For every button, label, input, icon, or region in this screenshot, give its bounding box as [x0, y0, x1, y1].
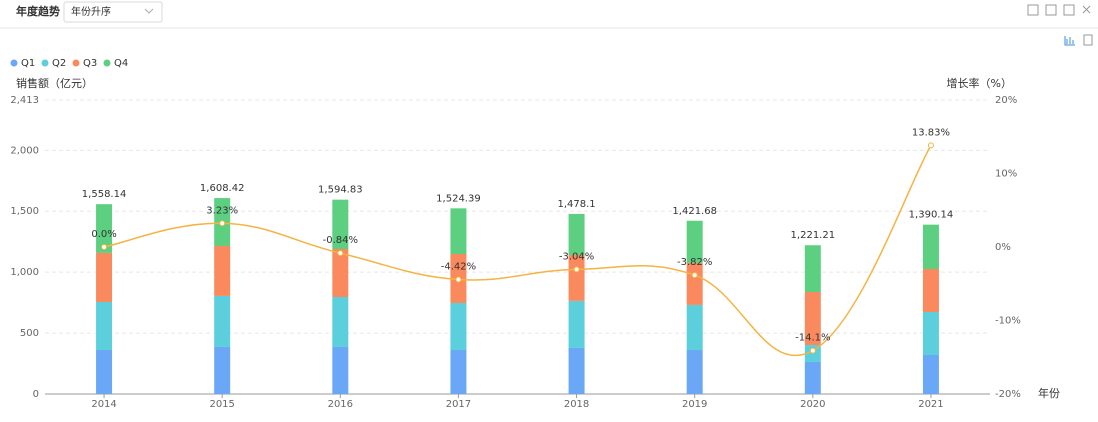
x-tick-label: 2015	[209, 399, 234, 410]
x-tick-label: 2018	[564, 399, 589, 410]
bar-segment	[686, 350, 703, 394]
bar-segment	[922, 312, 939, 356]
y-axis-title: 销售额（亿元）	[16, 76, 93, 90]
growth-point	[573, 266, 580, 273]
close-icon[interactable]	[1082, 5, 1091, 14]
growth-point	[691, 272, 698, 279]
bar-segment	[686, 220, 703, 263]
bar-segment	[332, 297, 349, 347]
growth-point	[455, 276, 462, 283]
bar-segment	[214, 295, 231, 347]
y-tick-label: 2,000	[10, 145, 39, 156]
x-tick-label: 2020	[800, 399, 825, 410]
x-tick-label: 2019	[682, 399, 707, 410]
total-label: 1,558.14	[82, 189, 127, 200]
bar-segment	[96, 302, 113, 351]
bar-segment	[214, 346, 231, 394]
bar-segment	[568, 254, 585, 301]
fullscreen-icon[interactable]	[1027, 4, 1039, 16]
bar-segment	[568, 213, 585, 255]
growth-point	[927, 142, 934, 149]
bar-segment	[922, 224, 939, 269]
y2-tick-label: -10%	[995, 316, 1021, 327]
total-label: 1,421.68	[672, 206, 717, 217]
y-tick-label: 2,413	[10, 95, 39, 106]
y-tick-label: 500	[20, 328, 39, 339]
total-label: 1,390.14	[909, 210, 954, 221]
chart-view-icon[interactable]	[1064, 36, 1075, 46]
x-tick-label: 2016	[328, 399, 353, 410]
legend-label: Q2	[52, 58, 66, 69]
total-label: 1,478.1	[557, 199, 595, 210]
x-tick-label: 2021	[918, 399, 943, 410]
bar-segment	[96, 252, 113, 303]
growth-point	[101, 244, 108, 250]
y-tick-label: 1,500	[10, 206, 39, 217]
legend-swatch	[10, 59, 18, 67]
growth-point	[809, 347, 816, 354]
growth-label: -0.84%	[323, 235, 358, 246]
bar-segment	[568, 300, 585, 348]
bar-segment	[922, 355, 939, 394]
legend-label: Q1	[21, 58, 35, 69]
legend-label: Q3	[83, 58, 97, 69]
download-icon[interactable]	[1045, 4, 1057, 16]
sort-value: 年份升序	[71, 5, 111, 18]
growth-label: 13.83%	[912, 127, 950, 138]
toolbar	[1027, 4, 1093, 46]
open-icon[interactable]	[1063, 4, 1075, 16]
x-tick-label: 2014	[91, 399, 116, 410]
growth-label: -4.42%	[441, 261, 476, 272]
bar-segment	[686, 304, 703, 351]
table-view-icon[interactable]	[1083, 34, 1093, 46]
y2-axis-title: 增长率（%）	[947, 76, 1012, 90]
y2-tick-label: 10%	[995, 169, 1017, 180]
bar-segment	[804, 361, 821, 394]
bar-segment	[568, 347, 585, 394]
bar-segment	[96, 350, 113, 394]
bar-segment	[804, 292, 821, 346]
growth-point	[219, 220, 226, 227]
legend-swatch	[72, 59, 80, 67]
growth-label: 3.23%	[206, 205, 238, 216]
x-axis-title: 年份	[1038, 386, 1060, 400]
growth-label: -3.04%	[559, 251, 594, 262]
growth-label: -3.82%	[677, 257, 712, 268]
bar-segment	[332, 199, 349, 250]
bar-segment	[450, 302, 467, 351]
bar-segment	[804, 245, 821, 293]
total-label: 1,524.39	[436, 193, 481, 204]
x-tick-label: 2017	[446, 399, 471, 410]
growth-point	[337, 250, 344, 257]
bar-segment	[96, 204, 113, 253]
bar-segment	[922, 268, 939, 313]
growth-label: 0.0%	[91, 229, 116, 240]
bar-segment	[686, 262, 703, 305]
y2-tick-label: 0%	[995, 242, 1011, 253]
bar-segment	[332, 346, 349, 394]
legend-label: Q4	[114, 58, 128, 69]
total-label: 1,221.21	[791, 230, 836, 241]
legend-swatch	[103, 59, 111, 67]
total-label: 1,594.83	[318, 185, 363, 196]
y2-tick-label: 20%	[995, 95, 1017, 106]
total-label: 1,608.42	[200, 183, 245, 194]
dropdown-arrow	[144, 8, 154, 14]
growth-label: -14.1%	[795, 333, 830, 344]
bar-segment	[214, 245, 231, 296]
sort-dropdown[interactable]	[63, 1, 163, 23]
y2-tick-label: -20%	[995, 389, 1021, 400]
panel-title: 年度趋势	[16, 4, 60, 18]
y-tick-label: 1,000	[10, 267, 39, 278]
legend-swatch	[41, 59, 49, 67]
bar-segment	[332, 249, 349, 298]
bar-segment	[450, 208, 467, 255]
y-tick-label: 0	[33, 389, 39, 400]
bar-segment	[450, 350, 467, 394]
